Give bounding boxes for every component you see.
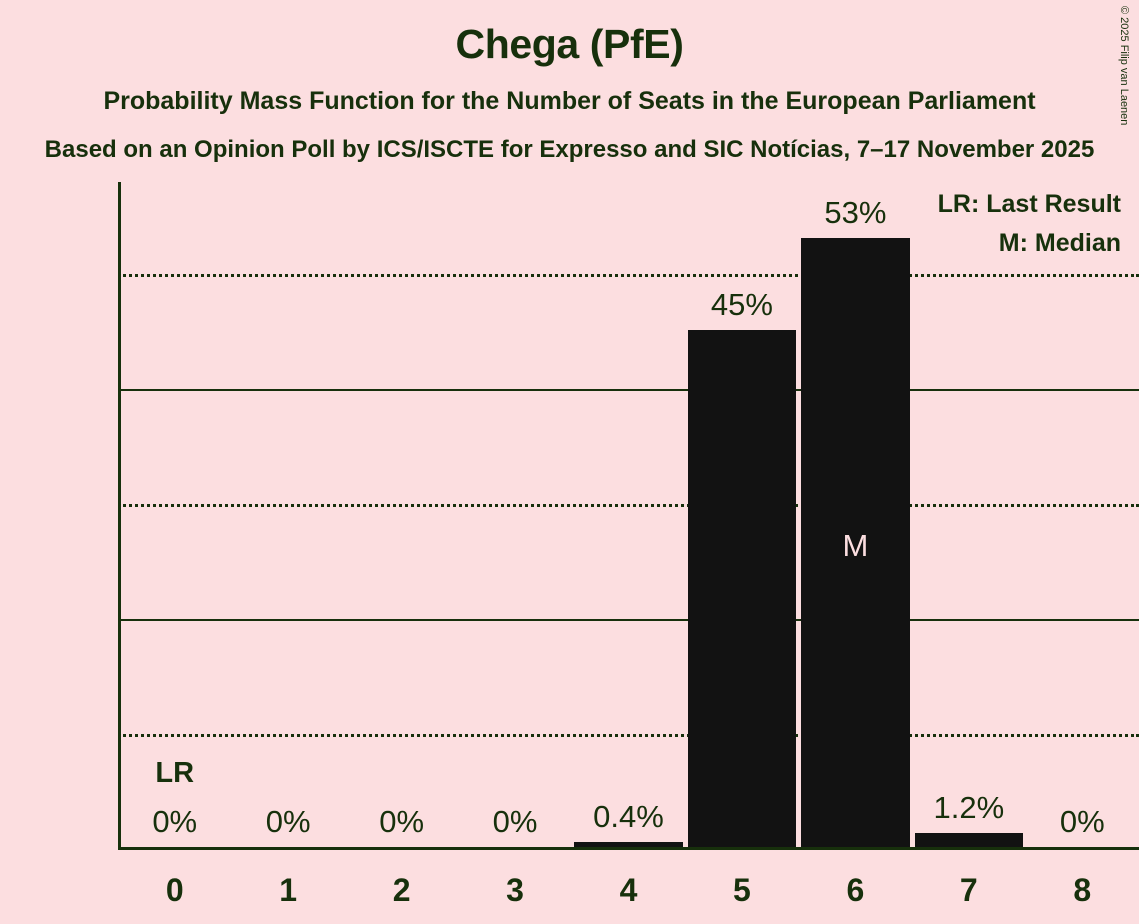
- gridline-minor: [118, 504, 1139, 507]
- x-axis-tick-label: 0: [165, 872, 184, 908]
- page-title: Chega (PfE): [455, 21, 684, 67]
- x-axis-tick-label: 3: [506, 872, 524, 908]
- bar-value-label: 0%: [1059, 804, 1105, 839]
- x-axis-tick-label: 8: [1073, 872, 1092, 908]
- gridline-major: [118, 619, 1139, 621]
- gridline-minor: [118, 274, 1139, 277]
- y-axis: [118, 182, 121, 849]
- gridline-minor: [118, 734, 1139, 737]
- x-axis-tick-label: 2: [392, 872, 411, 908]
- bar-value-label: 53%: [824, 194, 887, 230]
- copyright-notice: © 2025 Filip van Laenen: [1118, 6, 1130, 126]
- x-axis-tick-label: 6: [846, 872, 865, 908]
- x-axis-tick-label: 7: [959, 872, 978, 908]
- bar-value-label: 1.2%: [933, 790, 1005, 826]
- bar: [914, 833, 1024, 847]
- chart-source-note: Based on an Opinion Poll by ICS/ISCTE fo…: [44, 136, 1095, 163]
- bar-value-label: 45%: [710, 286, 773, 322]
- gridline-major: [118, 389, 1139, 391]
- bar-value-label: 0%: [492, 804, 538, 839]
- median-marker: M: [842, 528, 869, 563]
- legend-item-median: M: Median: [998, 229, 1121, 257]
- legend-item-last-result: LR: Last Result: [937, 190, 1121, 218]
- bar-value-label: 0%: [152, 804, 198, 839]
- x-axis-tick-label: 4: [619, 872, 638, 908]
- bar: [687, 329, 797, 847]
- bar: [801, 237, 910, 847]
- bar-value-label: 0.4%: [593, 799, 664, 835]
- bar-value-label: 0%: [379, 804, 425, 839]
- last-result-marker: LR: [155, 757, 195, 789]
- x-axis-tick-label: 5: [733, 872, 751, 908]
- plot-area: [118, 182, 1139, 850]
- x-axis-tick-label: 1: [279, 872, 298, 908]
- bar-value-label: 0%: [265, 804, 311, 839]
- x-axis: [118, 847, 1139, 850]
- chart-legend: LR: Last Result M: Median: [938, 185, 1121, 263]
- chart-subtitle: Probability Mass Function for the Number…: [103, 87, 1036, 115]
- bar: [574, 842, 683, 847]
